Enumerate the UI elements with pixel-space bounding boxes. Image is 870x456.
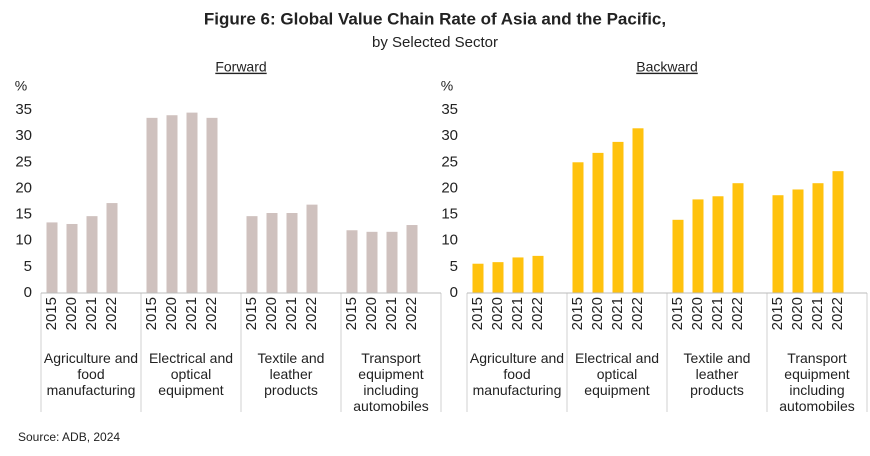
bar bbox=[346, 230, 358, 293]
bar bbox=[166, 115, 178, 293]
title: Figure 6: Global Value Chain Rate of Asi… bbox=[204, 9, 666, 28]
bar bbox=[46, 222, 58, 293]
y-tick-label: 15 bbox=[441, 206, 458, 223]
x-tick-label: 2021 bbox=[609, 297, 626, 330]
bar bbox=[672, 219, 684, 293]
x-tick-label: 2022 bbox=[303, 297, 320, 330]
group-label: Electrical and optical equipment bbox=[574, 350, 660, 398]
panel-title: Backward bbox=[636, 59, 697, 75]
y-axis-label: % bbox=[441, 78, 453, 94]
bar bbox=[266, 213, 278, 293]
panel-title: Forward bbox=[215, 59, 266, 75]
y-tick-label: 0 bbox=[450, 284, 458, 301]
x-tick-label: 2020 bbox=[589, 297, 606, 330]
x-tick-label: 2022 bbox=[729, 297, 746, 330]
group-label: Electrical and optical equipment bbox=[148, 350, 234, 398]
y-tick-label: 0 bbox=[24, 284, 32, 301]
y-tick-label: 10 bbox=[15, 232, 32, 249]
bar bbox=[286, 213, 298, 293]
y-tick-label: 20 bbox=[15, 179, 32, 196]
bar bbox=[106, 203, 118, 293]
x-tick-label: 2020 bbox=[263, 297, 280, 330]
y-tick-label: 5 bbox=[450, 258, 458, 275]
bar bbox=[732, 183, 744, 293]
x-tick-label: 2021 bbox=[283, 297, 300, 330]
x-tick-label: 2015 bbox=[669, 297, 686, 330]
x-tick-label: 2015 bbox=[243, 297, 260, 330]
x-tick-label: 2015 bbox=[143, 297, 160, 330]
x-tick-label: 2022 bbox=[629, 297, 646, 330]
x-tick-label: 2022 bbox=[829, 297, 846, 330]
y-tick-label: 15 bbox=[15, 206, 32, 223]
x-tick-label: 2022 bbox=[203, 297, 220, 330]
bar bbox=[572, 162, 584, 293]
bar bbox=[86, 216, 98, 293]
y-axis-label: % bbox=[15, 78, 27, 94]
group-label: Transport equipment including automobile… bbox=[353, 350, 429, 414]
x-tick-label: 2015 bbox=[469, 297, 486, 330]
bar bbox=[792, 189, 804, 293]
bar bbox=[246, 216, 258, 293]
x-tick-label: 2021 bbox=[83, 297, 100, 330]
x-tick-label: 2021 bbox=[809, 297, 826, 330]
bar bbox=[712, 196, 724, 293]
group-label: Agriculture and food manufacturing bbox=[469, 350, 565, 398]
x-tick-label: 2020 bbox=[163, 297, 180, 330]
source: Source: ADB, 2024 bbox=[18, 430, 120, 444]
bar bbox=[186, 112, 198, 293]
bar bbox=[206, 117, 218, 293]
x-tick-label: 2022 bbox=[529, 297, 546, 330]
x-tick-label: 2015 bbox=[769, 297, 786, 330]
y-tick-label: 5 bbox=[24, 258, 32, 275]
x-tick-label: 2022 bbox=[103, 297, 120, 330]
bar bbox=[146, 117, 158, 293]
bar bbox=[692, 199, 704, 293]
x-tick-label: 2021 bbox=[183, 297, 200, 330]
bar bbox=[612, 141, 624, 293]
y-tick-label: 25 bbox=[441, 153, 458, 170]
y-tick-label: 35 bbox=[15, 101, 32, 118]
bar bbox=[632, 128, 644, 293]
group-label: Textile and leather products bbox=[257, 350, 325, 398]
bar bbox=[366, 231, 378, 293]
y-tick-label: 30 bbox=[441, 127, 458, 144]
y-tick-label: 10 bbox=[441, 232, 458, 249]
bar bbox=[492, 262, 504, 293]
bar bbox=[592, 152, 604, 293]
x-tick-label: 2022 bbox=[403, 297, 420, 330]
x-tick-label: 2021 bbox=[709, 297, 726, 330]
bar bbox=[512, 257, 524, 293]
x-tick-label: 2015 bbox=[43, 297, 60, 330]
bar bbox=[306, 204, 318, 293]
bar bbox=[812, 183, 824, 293]
x-tick-label: 2021 bbox=[509, 297, 526, 330]
x-tick-label: 2015 bbox=[569, 297, 586, 330]
x-tick-label: 2020 bbox=[789, 297, 806, 330]
x-tick-label: 2020 bbox=[689, 297, 706, 330]
bar bbox=[532, 255, 544, 293]
y-tick-label: 25 bbox=[15, 153, 32, 170]
bar bbox=[66, 223, 78, 293]
bar bbox=[406, 225, 418, 293]
y-tick-label: 20 bbox=[441, 179, 458, 196]
group-label: Agriculture and food manufacturing bbox=[43, 350, 139, 398]
x-tick-label: 2020 bbox=[489, 297, 506, 330]
group-label: Textile and leather products bbox=[683, 350, 751, 398]
subtitle: by Selected Sector bbox=[372, 34, 498, 51]
bar bbox=[386, 231, 398, 293]
bar bbox=[832, 171, 844, 293]
y-tick-label: 35 bbox=[441, 101, 458, 118]
bar bbox=[772, 195, 784, 293]
bar bbox=[472, 263, 484, 293]
x-tick-label: 2020 bbox=[363, 297, 380, 330]
y-tick-label: 30 bbox=[15, 127, 32, 144]
x-tick-label: 2021 bbox=[383, 297, 400, 330]
x-tick-label: 2015 bbox=[343, 297, 360, 330]
x-tick-label: 2020 bbox=[63, 297, 80, 330]
group-label: Transport equipment including automobile… bbox=[779, 350, 855, 414]
